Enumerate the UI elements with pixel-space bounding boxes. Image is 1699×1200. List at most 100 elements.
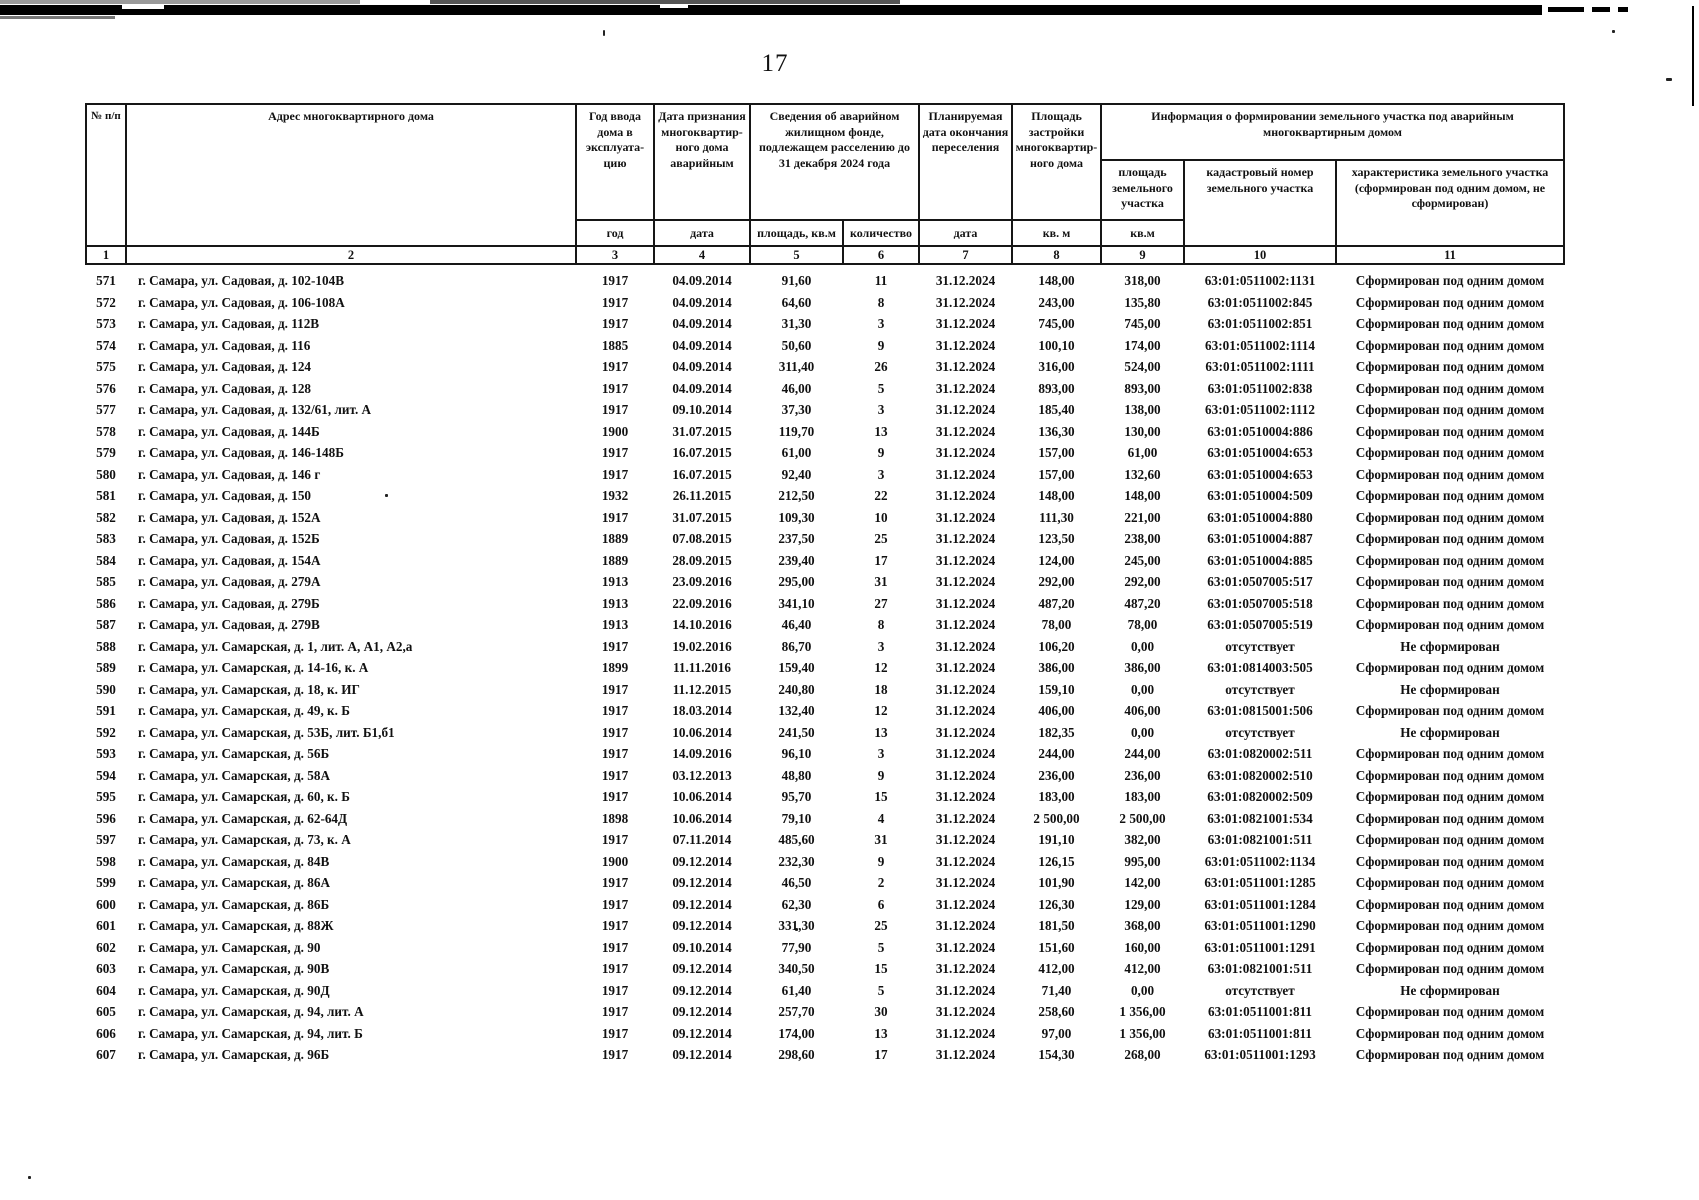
cell-land-area: 244,00 bbox=[1124, 746, 1161, 761]
cell-num: 576 bbox=[96, 380, 116, 396]
cell-area: 159,40 bbox=[778, 660, 815, 675]
cell-num: 587 bbox=[96, 617, 116, 632]
header-land-char: характеристика земельного участка (сформ… bbox=[1335, 159, 1565, 247]
cell-num: 598 bbox=[96, 853, 116, 869]
cell-num: 595 bbox=[96, 789, 116, 804]
cell-land-area: 245,00 bbox=[1124, 552, 1161, 568]
cell-num: 607 bbox=[96, 1047, 116, 1062]
cell-cadastral-number: 63:01:0511001:811 bbox=[1207, 1025, 1313, 1041]
cell-footprint-area: 124,00 bbox=[1038, 552, 1075, 568]
cell-land-status: Не сформирован bbox=[1400, 724, 1500, 740]
cell-cadastral-number: 63:01:0507005:518 bbox=[1207, 595, 1313, 611]
cell-area: 46,40 bbox=[781, 617, 812, 632]
cell-land-status: Сформирован под одним домом bbox=[1355, 402, 1545, 417]
cell-footprint-area: 126,15 bbox=[1038, 853, 1075, 869]
cell-address: г. Самара, ул. Садовая, д. 128 bbox=[138, 380, 312, 396]
cell-year-built: 1917 bbox=[601, 466, 629, 482]
cell-resettle-date: 31.12.2024 bbox=[935, 810, 996, 826]
cell-area: 174,00 bbox=[778, 1025, 815, 1041]
cell-land-status: Сформирован под одним домом bbox=[1355, 509, 1545, 525]
cell-area: 48,80 bbox=[781, 767, 812, 783]
cell-address: г. Самара, ул. Самарская, д. 96Б bbox=[138, 1047, 330, 1062]
table-row: 596 г. Самара, ул. Самарская, д. 62-64Д 18… bbox=[86, 808, 1564, 830]
cell-land-area: 142,00 bbox=[1124, 875, 1161, 890]
cell-land-area: 995,00 bbox=[1124, 853, 1161, 869]
cell-num: 606 bbox=[96, 1025, 116, 1041]
table-row: 592 г. Самара, ул. Самарская, д. 53Б, лит… bbox=[86, 722, 1564, 744]
cell-footprint-area: 154,30 bbox=[1038, 1047, 1075, 1062]
cell-cadastral-number: 63:01:0511002:838 bbox=[1207, 380, 1313, 396]
cell-count: 17 bbox=[874, 1047, 888, 1062]
cell-address: г. Самара, ул. Садовая, д. 102-104В bbox=[138, 273, 344, 288]
cell-year-built: 1913 bbox=[601, 574, 629, 589]
cell-area: 91,60 bbox=[781, 273, 812, 288]
cell-land-status: Сформирован под одним домом bbox=[1355, 273, 1545, 288]
cell-cadastral-number: отсутствует bbox=[1225, 724, 1295, 740]
cell-land-area: 78,00 bbox=[1127, 617, 1158, 632]
table-row: 590 г. Самара, ул. Самарская, д. 18, к. И… bbox=[86, 679, 1564, 701]
cell-cadastral-number: 63:01:0511001:1293 bbox=[1204, 1047, 1316, 1062]
cell-resettle-date: 31.12.2024 bbox=[935, 746, 996, 761]
table-row: 600 г. Самара, ул. Самарская, д. 86Б 1917 0… bbox=[86, 894, 1564, 916]
cell-resettle-date: 31.12.2024 bbox=[935, 939, 996, 955]
cell-area: 241,50 bbox=[778, 724, 815, 740]
cell-count: 15 bbox=[874, 961, 888, 976]
cell-count: 3 bbox=[877, 316, 885, 331]
cell-land-area: 1 356,00 bbox=[1119, 1025, 1166, 1041]
cell-resettle-date: 31.12.2024 bbox=[935, 660, 996, 675]
table-row: 572 г. Самара, ул. Садовая, д. 106-108А 19… bbox=[86, 292, 1564, 314]
cell-year-built: 1917 bbox=[601, 1004, 629, 1019]
cell-footprint-area: 157,00 bbox=[1038, 445, 1075, 460]
cell-address: г. Самара, ул. Самарская, д. 62-64Д bbox=[138, 810, 348, 826]
cell-area: 64,60 bbox=[781, 294, 812, 310]
cell-num: 602 bbox=[96, 939, 116, 955]
cell-resettle-date: 31.12.2024 bbox=[935, 961, 996, 976]
cell-area: 77,90 bbox=[781, 939, 812, 955]
cell-address: г. Самара, ул. Самарская, д. 1, лит. А, … bbox=[138, 638, 413, 654]
cell-land-area: 292,00 bbox=[1124, 574, 1161, 589]
cell-address: г. Самара, ул. Самарская, д. 53Б, лит. Б… bbox=[138, 724, 395, 740]
cell-cadastral-number: 63:01:0815001:506 bbox=[1207, 703, 1313, 718]
cell-area: 341,10 bbox=[778, 595, 815, 611]
cell-num: 580 bbox=[96, 466, 116, 482]
cell-num: 584 bbox=[96, 552, 116, 568]
unit-date-plan: дата bbox=[918, 219, 1013, 247]
cell-resettle-date: 31.12.2024 bbox=[935, 1004, 996, 1019]
table-row: 606 г. Самара, ул. Самарская, д. 94, лит.… bbox=[86, 1023, 1564, 1045]
cell-land-status: Сформирован под одним домом bbox=[1355, 703, 1545, 718]
cell-date-recognized: 11.11.2016 bbox=[673, 660, 731, 675]
cell-date-recognized: 10.06.2014 bbox=[672, 789, 732, 804]
cell-footprint-area: 136,30 bbox=[1038, 423, 1075, 439]
cell-area: 340,50 bbox=[778, 961, 815, 976]
cell-land-status: Сформирован под одним домом bbox=[1355, 961, 1545, 976]
cell-count: 17 bbox=[874, 552, 888, 568]
cell-cadastral-number: 63:01:0820002:510 bbox=[1207, 767, 1313, 783]
cell-footprint-area: 185,40 bbox=[1038, 402, 1075, 417]
cell-area: 257,70 bbox=[778, 1004, 815, 1019]
cell-land-area: 0,00 bbox=[1130, 982, 1155, 998]
scan-left-gray-stub bbox=[0, 16, 115, 19]
cell-num: 586 bbox=[96, 595, 116, 611]
cell-address: г. Самара, ул. Самарская, д. 86Б bbox=[138, 896, 330, 912]
cell-cadastral-number: 63:01:0510004:509 bbox=[1207, 488, 1313, 503]
cell-address: г. Самара, ул. Самарская, д. 86А bbox=[138, 875, 330, 890]
cell-resettle-date: 31.12.2024 bbox=[935, 595, 996, 611]
table-row: 574 г. Самара, ул. Садовая, д. 116 1885 04.… bbox=[86, 335, 1564, 357]
cell-count: 15 bbox=[874, 789, 888, 804]
cell-year-built: 1917 bbox=[601, 767, 629, 783]
cell-area: 96,10 bbox=[781, 746, 812, 761]
cell-area: 237,50 bbox=[778, 531, 815, 546]
cell-count: 8 bbox=[877, 617, 885, 632]
header-date-recognized: Дата признания многоквартир-ного дома ав… bbox=[653, 103, 751, 221]
cell-cadastral-number: 63:01:0511001:811 bbox=[1207, 1004, 1313, 1019]
unit-sqm-land: кв.м bbox=[1100, 219, 1185, 247]
cell-count: 4 bbox=[877, 810, 885, 826]
cell-footprint-area: 244,00 bbox=[1038, 746, 1075, 761]
cell-count: 13 bbox=[874, 1025, 888, 1041]
cell-year-built: 1917 bbox=[601, 638, 629, 654]
cell-land-status: Сформирован под одним домом bbox=[1355, 746, 1545, 761]
scan-speck bbox=[1612, 30, 1615, 33]
cell-address: г. Самара, ул. Самарская, д. 49, к. Б bbox=[138, 703, 350, 718]
cell-land-status: Сформирован под одним домом bbox=[1355, 939, 1545, 955]
